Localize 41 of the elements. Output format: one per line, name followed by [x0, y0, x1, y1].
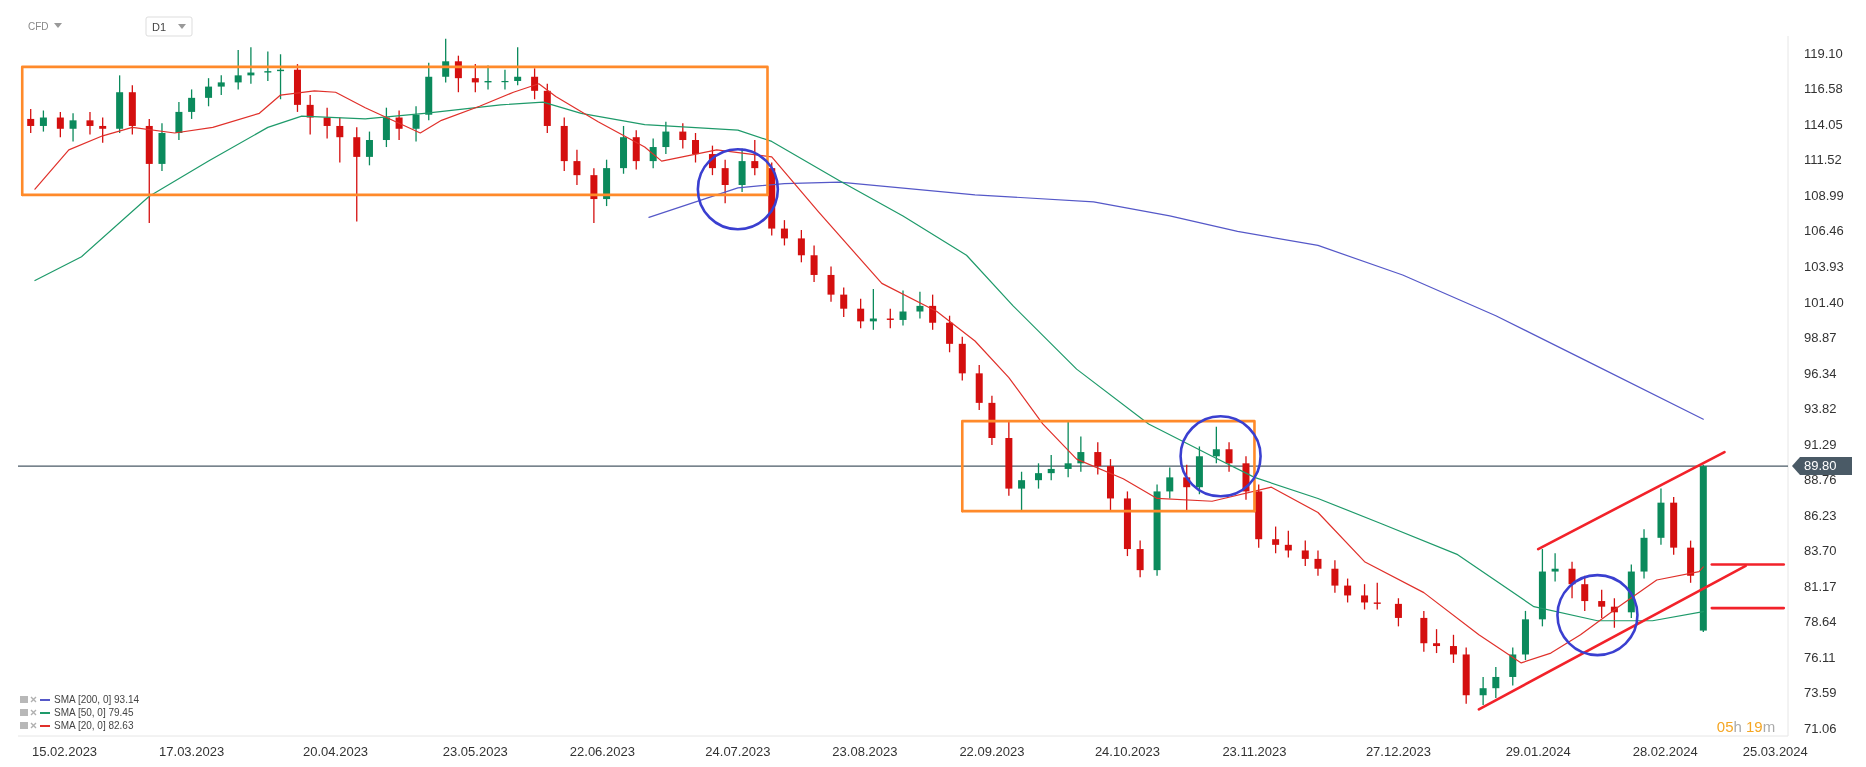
x-tick-label: 23.11.2023: [1222, 744, 1287, 759]
x-tick-label: 24.10.2023: [1094, 744, 1160, 759]
y-tick-label: 88.76: [1804, 472, 1837, 488]
y-tick-label: 78.64: [1804, 614, 1837, 630]
y-tick-label: 111.52: [1804, 152, 1842, 168]
y-tick-label: 73.59: [1804, 685, 1837, 701]
y-tick-label: 119.10: [1804, 45, 1843, 61]
y-tick-label: 108.99: [1804, 187, 1844, 203]
y-tick-label: 86.23: [1804, 507, 1837, 523]
text: D1: [152, 21, 167, 33]
x-tick-label: 29.01.2024: [1505, 744, 1571, 759]
y-tick-label: 101.40: [1804, 294, 1844, 310]
x-tick-label: 17.03.2023: [159, 744, 225, 759]
legend-label: SMA [50, 0] 79.45: [54, 706, 134, 718]
y-tick-label: 106.46: [1804, 223, 1844, 239]
y-tick-label: 96.34: [1804, 365, 1837, 381]
x-tick-label: 20.04.2023: [303, 744, 369, 759]
y-tick-label: 76.11: [1804, 649, 1836, 665]
y-tick-label: 83.70: [1804, 543, 1837, 559]
y-tick-label: 116.58: [1804, 81, 1843, 97]
x-tick-label: 23.05.2023: [442, 744, 508, 759]
x-tick-label: 15.02.2023: [32, 744, 98, 759]
y-tick-label: 71.06: [1804, 720, 1837, 736]
text: CFD: [28, 21, 49, 32]
ref-line-label: 89.80: [1804, 457, 1837, 473]
y-tick-label: 93.82: [1804, 401, 1837, 417]
legend-label: SMA [20, 0] 82.63: [54, 719, 134, 731]
x-tick-label: 22.06.2023: [569, 744, 635, 759]
x-tick-label: 22.09.2023: [959, 744, 1025, 759]
y-tick-label: 98.87: [1804, 330, 1837, 346]
annotation: 05h 19m: [1716, 718, 1776, 735]
y-tick-label: 91.29: [1804, 436, 1837, 452]
x-tick-label: 27.12.2023: [1365, 744, 1431, 759]
y-tick-label: 103.93: [1804, 258, 1844, 274]
x-tick-label: 28.02.2024: [1632, 744, 1698, 759]
x-tick-label: 24.07.2023: [705, 744, 771, 759]
legend-label: SMA [200, 0] 93.14: [54, 693, 140, 705]
y-tick-label: 114.05: [1804, 116, 1843, 132]
x-tick-label: 25.03.2024: [1742, 744, 1808, 759]
x-tick-label: 23.08.2023: [832, 744, 898, 759]
y-tick-label: 81.17: [1804, 578, 1837, 594]
